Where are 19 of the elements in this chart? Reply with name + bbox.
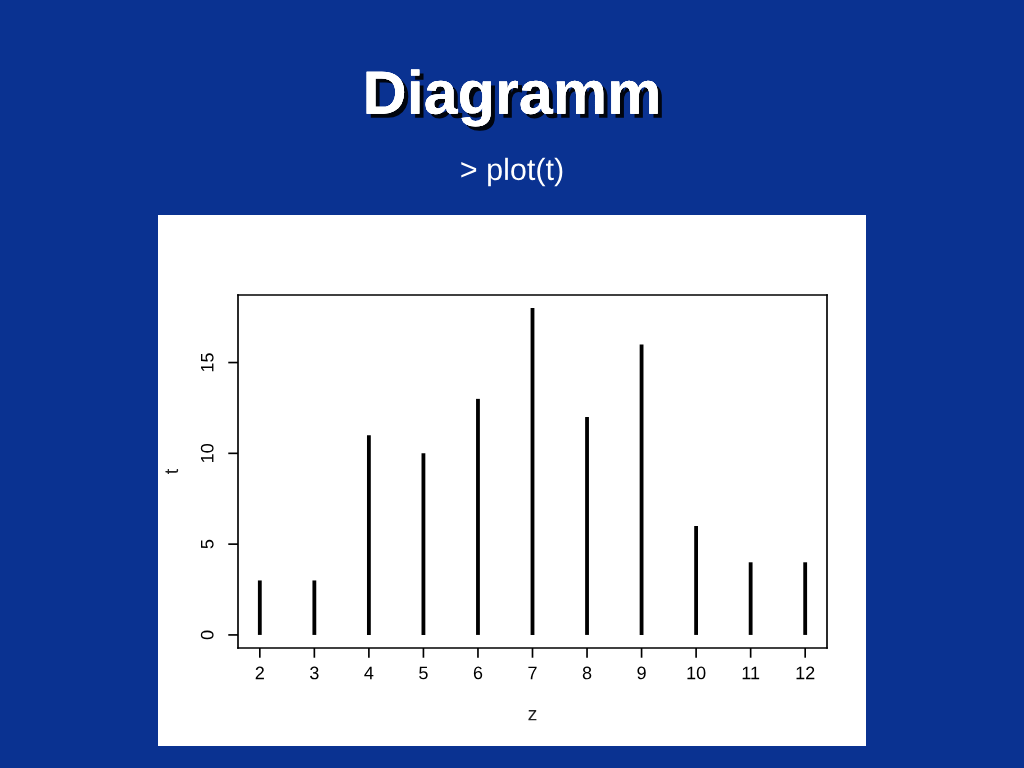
chart-subtitle: > plot(t)	[461, 157, 563, 187]
x-tick-label: 2	[255, 666, 264, 680]
y-tick-label: 10	[200, 444, 214, 463]
x-tick-label: 9	[637, 666, 646, 680]
x-axis-title: z	[528, 710, 537, 721]
x-tick-label: 3	[310, 666, 319, 680]
y-tick-label: 0	[200, 630, 214, 640]
y-tick-label: 5	[201, 539, 214, 549]
chart-title: Diagramm	[366, 69, 662, 131]
x-tick-label: 6	[473, 666, 483, 680]
x-tick-label: 11	[742, 666, 760, 680]
x-tick-label: 12	[796, 666, 815, 680]
y-axis-title: t	[165, 468, 179, 474]
x-tick-label: 7	[528, 666, 537, 680]
x-tick-label: 10	[687, 666, 706, 680]
x-tick-label: 5	[419, 666, 428, 680]
x-tick-label: 4	[364, 666, 374, 680]
x-tick-label: 8	[582, 666, 592, 680]
y-tick-label: 15	[201, 353, 214, 372]
